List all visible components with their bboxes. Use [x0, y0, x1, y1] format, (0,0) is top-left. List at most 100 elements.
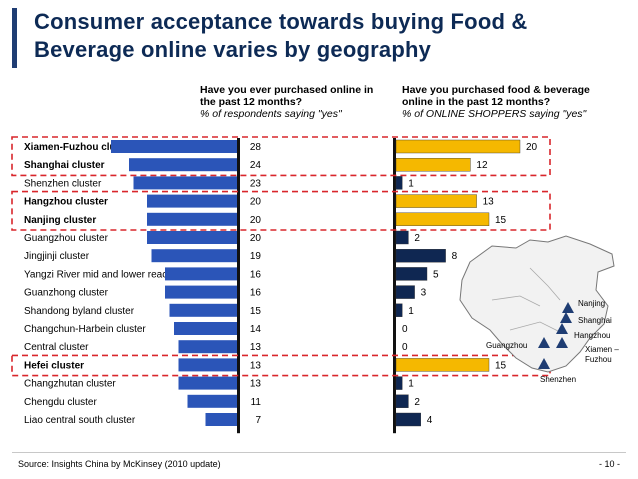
page-number: - 10 - — [598, 459, 620, 469]
right-bar-value: 5 — [433, 269, 439, 280]
right-bar-value: 4 — [427, 415, 433, 426]
category-label: Changchun-Harbein cluster — [24, 324, 146, 335]
right-bar-value: 12 — [476, 160, 488, 171]
category-label: Xiamen-Fuzhou cluster — [24, 142, 134, 153]
right-bar-value: 20 — [526, 142, 538, 153]
right-bar — [395, 412, 421, 427]
highlight-box — [11, 136, 551, 177]
category-label: Hangzhou cluster — [24, 197, 108, 208]
right-bar — [395, 157, 471, 172]
right-bar-value: 1 — [408, 178, 414, 189]
right-bar-value: 2 — [414, 397, 420, 408]
right-bar — [395, 176, 403, 190]
right-bar-value: 1 — [408, 306, 414, 317]
left-bar-value: 13 — [250, 360, 262, 371]
right-bar-value: 0 — [402, 324, 408, 335]
right-question-text: Have you purchased food & beverage onlin… — [402, 84, 590, 108]
category-label: Jingjinji cluster — [24, 251, 90, 262]
title-accent-bar — [12, 8, 17, 68]
right-bar — [395, 230, 409, 245]
right-bar-value: 1 — [408, 379, 414, 390]
left-bar — [151, 249, 237, 263]
left-bar — [178, 376, 237, 390]
left-bar-value: 16 — [250, 288, 262, 299]
left-bar — [147, 231, 237, 244]
city-marker-icon — [556, 323, 568, 334]
left-bar — [174, 322, 237, 335]
left-bar — [187, 394, 237, 408]
right-question-sub: % of ONLINE SHOPPERS saying "yes" — [402, 108, 587, 120]
left-bar — [133, 176, 237, 190]
highlight-box — [11, 190, 551, 231]
china-outline — [459, 235, 615, 373]
city-marker-icon — [560, 312, 572, 323]
left-question-sub: % of respondents saying "yes" — [200, 108, 342, 120]
category-label: Shenzhen cluster — [24, 178, 102, 189]
category-label: Guanzhong cluster — [24, 288, 109, 299]
right-bar — [395, 303, 403, 317]
left-bar — [147, 212, 237, 226]
left-bar-value: 14 — [250, 324, 262, 335]
category-label: Changzhutan cluster — [24, 379, 116, 390]
left-axis-line — [237, 138, 240, 434]
category-label: Shanghai cluster — [24, 160, 105, 171]
page-title: Consumer acceptance towards buying Food … — [34, 9, 528, 62]
left-bar-value: 16 — [250, 269, 262, 280]
right-bar — [395, 358, 490, 372]
map-city-label: Xiamen – — [585, 345, 619, 354]
source-note: Source: Insights China by McKinsey (2010… — [18, 459, 221, 469]
right-bar — [395, 394, 409, 408]
category-label: Liao central south cluster — [24, 415, 136, 426]
left-bar-value: 11 — [251, 397, 262, 408]
map-city-label: Nanjing — [578, 299, 605, 308]
city-marker-icon — [556, 337, 568, 348]
footer-divider — [12, 452, 626, 453]
category-label: Nanjing cluster — [24, 215, 96, 226]
right-bar — [395, 139, 521, 154]
map-city-label: Shenzhen — [540, 375, 576, 384]
city-marker-icon — [538, 358, 550, 369]
left-bar-value: 23 — [250, 178, 262, 189]
right-bar — [395, 376, 403, 390]
left-bar-value: 20 — [250, 197, 262, 208]
right-bar — [395, 194, 477, 208]
left-bar — [165, 267, 237, 281]
left-bar — [165, 285, 237, 299]
right-bar-value: 3 — [421, 288, 427, 299]
left-bar-value: 20 — [250, 233, 262, 244]
right-bar-value: 8 — [452, 251, 458, 262]
left-bar — [178, 340, 237, 354]
category-label: Chengdu cluster — [24, 397, 97, 408]
right-bar — [395, 285, 415, 299]
left-bar — [111, 140, 237, 153]
left-bar-value: 7 — [255, 415, 261, 426]
city-marker-icon — [562, 302, 574, 313]
left-question: Have you ever purchased online in the pa… — [200, 84, 380, 120]
left-question-text: Have you ever purchased online in the pa… — [200, 84, 374, 108]
left-bar — [147, 194, 237, 208]
left-bar-value: 28 — [250, 142, 262, 153]
china-map: Nanjing Shanghai Hangzhou Guangzhou Xiamen –… — [459, 235, 619, 384]
category-label: Central cluster — [24, 342, 89, 353]
left-bar-value: 15 — [250, 306, 262, 317]
left-bar-value: 20 — [250, 215, 262, 226]
category-label: Shandong byland cluster — [24, 306, 135, 317]
province-borders — [491, 267, 561, 333]
category-label: Hefei cluster — [24, 360, 84, 371]
map-city-label: Guangzhou — [486, 341, 527, 350]
right-bar — [395, 248, 446, 263]
left-bar — [178, 358, 237, 372]
category-label: Yangzi River mid and lower reaches clust… — [24, 269, 216, 280]
right-bar-value: 15 — [495, 215, 507, 226]
map-city-label: Shanghai — [578, 316, 612, 325]
category-label: Guangzhou cluster — [24, 233, 109, 244]
left-bar-value: 19 — [250, 251, 262, 262]
right-bar — [395, 212, 490, 227]
right-bar-value: 2 — [414, 233, 420, 244]
left-bar — [129, 158, 237, 172]
map-city-label: Hangzhou — [574, 331, 610, 340]
right-bar-value: 15 — [495, 360, 507, 371]
left-bar — [169, 303, 237, 317]
map-city-label: Fuzhou — [585, 355, 612, 364]
